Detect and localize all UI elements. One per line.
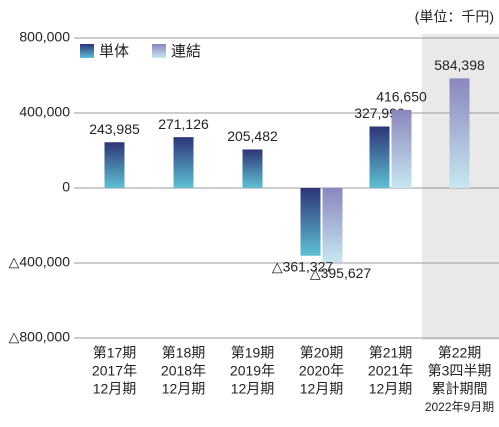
bar bbox=[300, 188, 321, 256]
y-tick-label: 400,000 bbox=[19, 104, 70, 120]
x-tick-label: 12月期 bbox=[369, 381, 413, 397]
data-label: 416,650 bbox=[376, 89, 427, 105]
x-tick-label: 第19期 bbox=[231, 345, 275, 361]
bar bbox=[104, 142, 125, 188]
y-tick-label: 0 bbox=[62, 179, 70, 195]
x-tick-label: 12月期 bbox=[93, 381, 137, 397]
data-label: △361,327 bbox=[272, 258, 334, 274]
x-tick-label: 第21期 bbox=[369, 345, 413, 361]
x-tick-label: 2021年 bbox=[368, 363, 413, 379]
x-tick-label: 2017年 bbox=[92, 363, 137, 379]
y-tick-label: 800,000 bbox=[19, 29, 70, 45]
x-tick-label: 12月期 bbox=[231, 381, 275, 397]
data-label: 271,126 bbox=[158, 116, 209, 132]
legend-swatch bbox=[152, 44, 166, 58]
bar bbox=[449, 78, 470, 188]
x-tick-label: 2020年 bbox=[299, 363, 344, 379]
x-tick-label: 12月期 bbox=[162, 381, 206, 397]
data-label: △395,627 bbox=[310, 265, 372, 281]
data-label: 584,398 bbox=[434, 57, 485, 73]
x-tick-label: 12月期 bbox=[300, 381, 344, 397]
x-tick-label: 第20期 bbox=[300, 345, 344, 361]
x-tick-label: 2019年 bbox=[230, 363, 275, 379]
x-tick-label: 累計期間 bbox=[432, 381, 488, 397]
x-tick-label: 第3四半期 bbox=[428, 363, 492, 379]
x-tick-label: 第22期 bbox=[438, 345, 482, 361]
bar bbox=[242, 149, 263, 188]
bar bbox=[391, 109, 412, 188]
legend-label: 連結 bbox=[171, 43, 201, 60]
legend-label: 単体 bbox=[99, 43, 129, 60]
bar bbox=[173, 137, 194, 188]
data-label: 205,482 bbox=[227, 128, 278, 144]
bar bbox=[322, 188, 343, 263]
x-tick-label: 第17期 bbox=[93, 345, 137, 361]
legend-swatch bbox=[80, 44, 94, 58]
y-tick-label: △400,000 bbox=[9, 254, 71, 270]
x-tick-label: 2022年9月期 bbox=[425, 400, 494, 414]
x-tick-label: 第18期 bbox=[162, 345, 206, 361]
y-tick-label: △800,000 bbox=[9, 329, 71, 345]
data-label: 243,985 bbox=[89, 121, 140, 137]
x-tick-label: 2018年 bbox=[161, 363, 206, 379]
bar bbox=[369, 126, 390, 188]
unit-note: (単位：千円) bbox=[415, 9, 494, 25]
